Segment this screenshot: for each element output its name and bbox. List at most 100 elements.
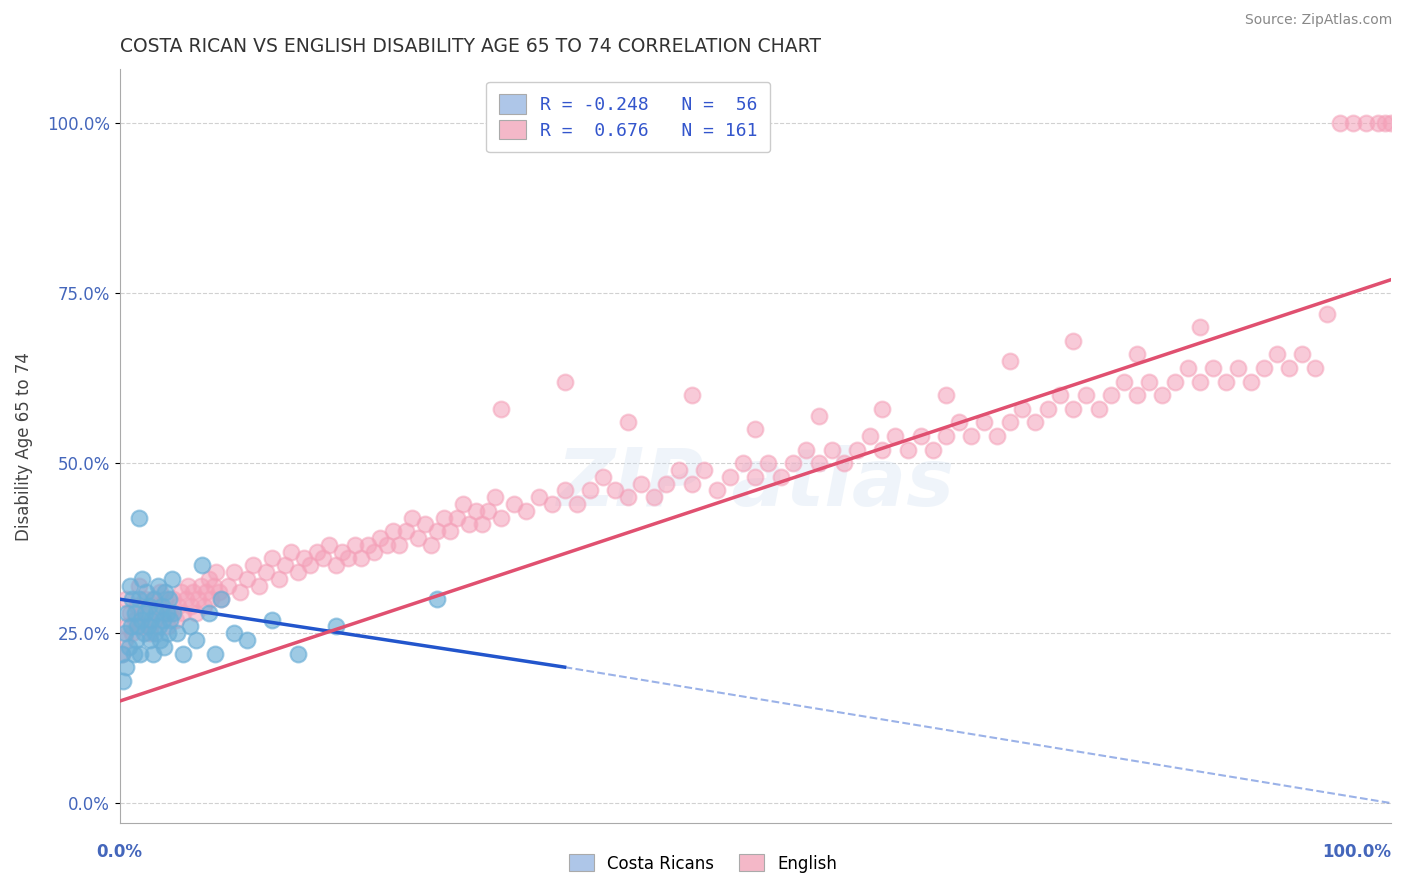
Point bbox=[1049, 388, 1071, 402]
Point bbox=[197, 606, 219, 620]
Point bbox=[287, 565, 309, 579]
Point bbox=[162, 592, 184, 607]
Point bbox=[124, 606, 146, 620]
Point bbox=[1278, 361, 1301, 376]
Point bbox=[1036, 401, 1059, 416]
Point bbox=[426, 592, 449, 607]
Point bbox=[948, 416, 970, 430]
Point bbox=[1074, 388, 1097, 402]
Point bbox=[138, 599, 160, 613]
Point bbox=[1164, 375, 1187, 389]
Point bbox=[177, 578, 200, 592]
Point bbox=[668, 463, 690, 477]
Point bbox=[143, 613, 166, 627]
Point bbox=[1379, 116, 1402, 130]
Point bbox=[1152, 388, 1174, 402]
Point bbox=[413, 517, 436, 532]
Point bbox=[305, 544, 328, 558]
Point bbox=[287, 647, 309, 661]
Point bbox=[381, 524, 404, 539]
Point bbox=[167, 599, 190, 613]
Point bbox=[1202, 361, 1225, 376]
Point bbox=[1240, 375, 1263, 389]
Point bbox=[807, 409, 830, 423]
Point bbox=[998, 354, 1021, 368]
Point bbox=[262, 613, 284, 627]
Point bbox=[193, 599, 215, 613]
Point bbox=[744, 470, 766, 484]
Point bbox=[1303, 361, 1326, 376]
Point bbox=[141, 619, 163, 633]
Point bbox=[910, 429, 932, 443]
Point bbox=[131, 606, 153, 620]
Point bbox=[162, 606, 184, 620]
Point bbox=[197, 572, 219, 586]
Point bbox=[184, 632, 207, 647]
Point bbox=[156, 606, 179, 620]
Point bbox=[229, 585, 252, 599]
Point bbox=[502, 497, 524, 511]
Point bbox=[111, 647, 134, 661]
Point bbox=[655, 476, 678, 491]
Point bbox=[122, 647, 145, 661]
Point bbox=[184, 606, 207, 620]
Point bbox=[1011, 401, 1033, 416]
Point bbox=[872, 401, 894, 416]
Point bbox=[187, 592, 209, 607]
Point bbox=[208, 585, 231, 599]
Point bbox=[820, 442, 842, 457]
Point bbox=[1139, 375, 1161, 389]
Point bbox=[166, 626, 188, 640]
Point bbox=[433, 510, 456, 524]
Point bbox=[209, 592, 232, 607]
Point bbox=[554, 375, 576, 389]
Point bbox=[159, 613, 181, 627]
Point bbox=[242, 558, 264, 573]
Point bbox=[209, 592, 232, 607]
Point bbox=[756, 456, 779, 470]
Point bbox=[471, 517, 494, 532]
Point bbox=[330, 544, 353, 558]
Point bbox=[388, 538, 411, 552]
Point bbox=[1125, 347, 1147, 361]
Point bbox=[149, 632, 172, 647]
Point bbox=[165, 613, 187, 627]
Point bbox=[446, 510, 468, 524]
Point bbox=[115, 660, 138, 674]
Point bbox=[1087, 401, 1109, 416]
Point bbox=[693, 463, 716, 477]
Point bbox=[254, 565, 277, 579]
Point bbox=[129, 619, 152, 633]
Point bbox=[128, 510, 150, 524]
Point bbox=[131, 572, 153, 586]
Point bbox=[148, 619, 170, 633]
Point bbox=[156, 626, 179, 640]
Point bbox=[1227, 361, 1250, 376]
Point bbox=[111, 647, 134, 661]
Point bbox=[451, 497, 474, 511]
Point bbox=[135, 585, 157, 599]
Point bbox=[121, 592, 143, 607]
Point bbox=[343, 538, 366, 552]
Point bbox=[127, 619, 149, 633]
Point bbox=[706, 483, 728, 498]
Point bbox=[395, 524, 418, 539]
Point bbox=[202, 578, 225, 592]
Point bbox=[222, 626, 245, 640]
Point bbox=[127, 599, 149, 613]
Point bbox=[1291, 347, 1313, 361]
Point bbox=[312, 551, 335, 566]
Point bbox=[262, 551, 284, 566]
Point bbox=[115, 606, 138, 620]
Point bbox=[292, 551, 315, 566]
Point bbox=[1253, 361, 1275, 376]
Point bbox=[884, 429, 907, 443]
Point bbox=[318, 538, 340, 552]
Point bbox=[179, 619, 201, 633]
Point bbox=[515, 504, 537, 518]
Point bbox=[1189, 320, 1212, 334]
Point bbox=[129, 613, 152, 627]
Legend: Costa Ricans, English: Costa Ricans, English bbox=[562, 847, 844, 880]
Point bbox=[769, 470, 792, 484]
Point bbox=[1189, 375, 1212, 389]
